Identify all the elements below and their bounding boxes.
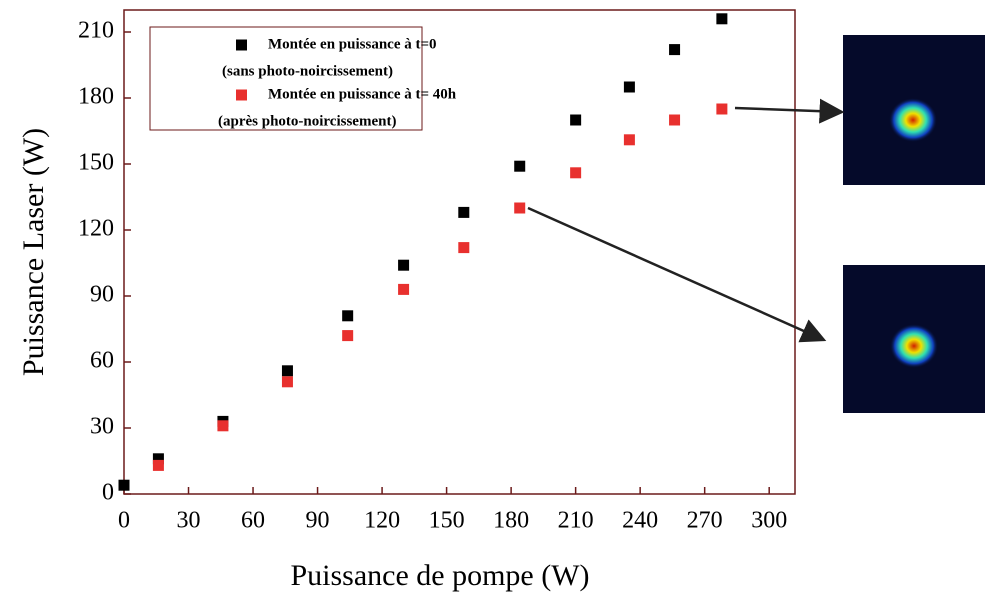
x-tick-label: 0 [118,508,130,534]
point [623,134,635,146]
x-tick-label: 150 [429,508,465,534]
plot-frame [123,9,796,495]
y-tick-label: 0 [102,480,114,506]
y-tick-label: 90 [90,282,114,308]
legend-label: Montée en puissance à t= 40h [268,86,457,102]
y-tick-label: 30 [90,414,114,440]
legend-label: Montée en puissance à t=0 [268,36,437,52]
y-axis-label: Puissance Laser (W) [17,128,50,376]
arrow [527,206,827,343]
x-tick-label: 300 [751,508,787,534]
point [217,420,229,432]
legend-box [149,26,423,131]
point [281,376,293,388]
point [570,114,582,126]
point [281,365,293,377]
point [342,330,354,342]
x-tick-label: 270 [687,508,723,534]
point [118,479,130,491]
point [342,310,354,322]
point [152,459,164,471]
point [458,242,470,254]
y-tick-label: 150 [78,150,114,176]
x-tick-label: 120 [364,508,400,534]
point [398,259,410,271]
legend-note: (sans photo-noircissement) [222,63,393,79]
y-tick-label: 210 [78,18,114,44]
point [623,81,635,93]
point [398,283,410,295]
x-tick-label: 240 [622,508,658,534]
point [570,167,582,179]
x-tick-label: 90 [306,508,330,534]
point [152,453,164,465]
y-tick-label: 180 [78,84,114,110]
point [669,114,681,126]
x-tick-label: 60 [241,508,265,534]
legend-note: (après photo-noircissement) [218,113,396,129]
y-tick-label: 120 [78,216,114,242]
x-tick-label: 30 [177,508,201,534]
point [514,202,526,214]
point [514,160,526,172]
beam-spot [889,98,937,142]
x-tick-label: 210 [558,508,594,534]
y-tick-label: 60 [90,348,114,374]
point [716,13,728,25]
legend-marker [236,39,247,51]
arrow [734,98,845,124]
legend-marker [236,89,247,101]
point [669,44,681,56]
point [458,206,470,218]
beam-spot [890,324,938,368]
x-tick-label: 180 [493,508,529,534]
x-axis-label: Puissance de pompe (W) [290,559,589,592]
point [716,103,728,115]
